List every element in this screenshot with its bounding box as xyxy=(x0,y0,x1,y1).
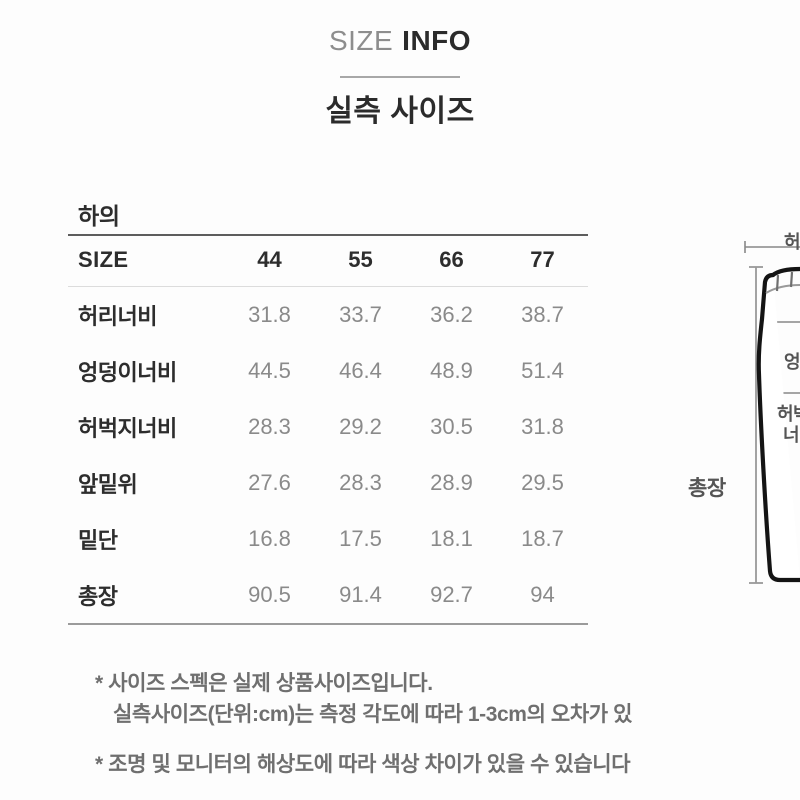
row-label: 밑단 xyxy=(78,528,118,553)
row-value: 92.7 xyxy=(406,567,497,625)
diagram-total-length-label: 총장 xyxy=(688,477,726,500)
table-row: 총장 90.5 91.4 92.7 94 xyxy=(68,567,588,625)
column-header-55: 55 xyxy=(315,234,406,287)
row-value: 94 xyxy=(497,567,588,625)
note-line-1: * 사이즈 스펙은 실제 상품사이즈입니다. xyxy=(95,672,433,695)
size-table-header: SIZE 44 55 66 77 xyxy=(68,234,588,287)
table-row: 허벅지너비 28.3 29.2 30.5 31.8 xyxy=(68,399,588,455)
pants-outline xyxy=(756,272,800,583)
header-divider xyxy=(340,76,460,78)
row-value: 17.5 xyxy=(339,526,382,551)
size-table: SIZE 44 55 66 77 허리너비 31.8 33.7 36.2 38.… xyxy=(68,234,588,625)
total-length-dimension-line xyxy=(749,266,763,584)
row-value: 28.3 xyxy=(339,470,382,495)
row-value: 51.4 xyxy=(521,358,564,383)
diagram-hip-label: 엉 xyxy=(784,352,800,372)
row-value: 33.7 xyxy=(339,302,382,327)
row-value: 18.7 xyxy=(521,526,564,551)
pants-belt-loops xyxy=(775,271,794,292)
row-value: 18.1 xyxy=(430,526,473,551)
pants-waistband-line xyxy=(765,284,800,294)
row-label: 앞밑위 xyxy=(78,472,138,497)
row-value: 30.5 xyxy=(430,414,473,439)
column-header-66: 66 xyxy=(406,234,497,287)
size-notes: * 사이즈 스펙은 실제 상품사이즈입니다. 실측사이즈(단위:cm)는 측정 … xyxy=(95,668,800,780)
row-value: 44.5 xyxy=(248,358,291,383)
row-label: 엉덩이너비 xyxy=(78,360,177,385)
row-value: 28.9 xyxy=(430,470,473,495)
column-header-size: SIZE xyxy=(68,234,224,287)
row-value: 90.5 xyxy=(224,567,315,625)
diagram-thigh-label-line1: 허벅 xyxy=(777,404,800,424)
pants-measurement-diagram xyxy=(670,215,800,615)
page-title-bold: INFO xyxy=(402,25,472,56)
row-value: 31.8 xyxy=(248,302,291,327)
row-value: 38.7 xyxy=(521,302,564,327)
page-title: SIZE INFO xyxy=(0,24,800,58)
row-value: 28.3 xyxy=(248,414,291,439)
page-subtitle: 실측 사이즈 xyxy=(325,95,475,128)
row-value: 91.4 xyxy=(315,567,406,625)
table-header-row: SIZE 44 55 66 77 xyxy=(68,234,588,287)
row-value: 29.5 xyxy=(521,470,564,495)
page-title-light: SIZE xyxy=(328,25,394,56)
note-line-3: * 조명 및 모니터의 해상도에 따라 색상 차이가 있을 수 있습니다 xyxy=(95,753,631,776)
table-row: 허리너비 31.8 33.7 36.2 38.7 xyxy=(68,287,588,344)
table-row: 앞밑위 27.6 28.3 28.9 29.5 xyxy=(68,455,588,511)
column-header-44: 44 xyxy=(224,234,315,287)
row-value: 27.6 xyxy=(248,470,291,495)
row-value: 46.4 xyxy=(339,358,382,383)
pants-illustration-svg xyxy=(744,241,800,584)
row-value: 31.8 xyxy=(521,414,564,439)
diagram-waist-label: 허 xyxy=(784,232,800,252)
page-header: SIZE INFO 실측 사이즈 xyxy=(0,24,800,130)
row-value: 16.8 xyxy=(248,526,291,551)
table-title: 하의 xyxy=(78,203,120,229)
row-label: 허벅지너비 xyxy=(78,416,177,441)
row-label: 총장 xyxy=(68,567,224,625)
row-value: 36.2 xyxy=(430,302,473,327)
table-row: 엉덩이너비 44.5 46.4 48.9 51.4 xyxy=(68,343,588,399)
row-label: 허리너비 xyxy=(78,304,157,329)
size-table-body: 허리너비 31.8 33.7 36.2 38.7 엉덩이너비 44.5 46.4… xyxy=(68,287,588,625)
size-table-container: SIZE 44 55 66 77 허리너비 31.8 33.7 36.2 38.… xyxy=(68,234,588,625)
diagram-thigh-label-line2: 너 xyxy=(783,425,800,445)
waist-dimension-line xyxy=(744,241,800,253)
column-header-77: 77 xyxy=(497,234,588,287)
row-value: 48.9 xyxy=(430,358,473,383)
pants-waistband-top xyxy=(770,266,800,278)
note-line-2: 실측사이즈(단위:cm)는 측정 각도에 따라 1-3cm의 오차가 있 xyxy=(113,703,633,726)
row-value: 29.2 xyxy=(339,414,382,439)
table-row: 밑단 16.8 17.5 18.1 18.7 xyxy=(68,511,588,567)
